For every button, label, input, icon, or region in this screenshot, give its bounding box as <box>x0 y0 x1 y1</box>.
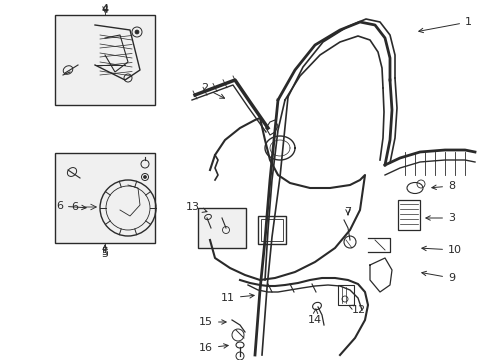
Text: 2: 2 <box>201 83 224 98</box>
Text: 5: 5 <box>102 247 108 257</box>
Bar <box>55 153 155 243</box>
Text: 5: 5 <box>102 245 108 259</box>
Text: 4: 4 <box>101 4 108 14</box>
Text: 1: 1 <box>418 17 471 33</box>
Text: 6: 6 <box>71 202 79 212</box>
Bar <box>261 219 283 241</box>
Text: 13: 13 <box>185 202 206 212</box>
Text: 14: 14 <box>307 309 322 325</box>
Text: 3: 3 <box>425 213 454 223</box>
Bar <box>397 200 419 230</box>
Bar <box>198 208 245 248</box>
Text: 4: 4 <box>101 5 108 15</box>
Text: 6: 6 <box>56 201 86 211</box>
Text: 10: 10 <box>421 245 461 255</box>
Text: 15: 15 <box>199 317 225 327</box>
Text: 11: 11 <box>221 293 254 303</box>
Text: 9: 9 <box>421 271 454 283</box>
Text: 12: 12 <box>348 305 366 315</box>
Bar <box>258 216 285 244</box>
Text: 16: 16 <box>199 343 228 353</box>
Text: 8: 8 <box>431 181 454 191</box>
Text: 7: 7 <box>344 207 351 217</box>
Bar <box>55 15 155 105</box>
Bar <box>337 285 353 305</box>
Circle shape <box>135 30 139 34</box>
Circle shape <box>143 176 146 179</box>
